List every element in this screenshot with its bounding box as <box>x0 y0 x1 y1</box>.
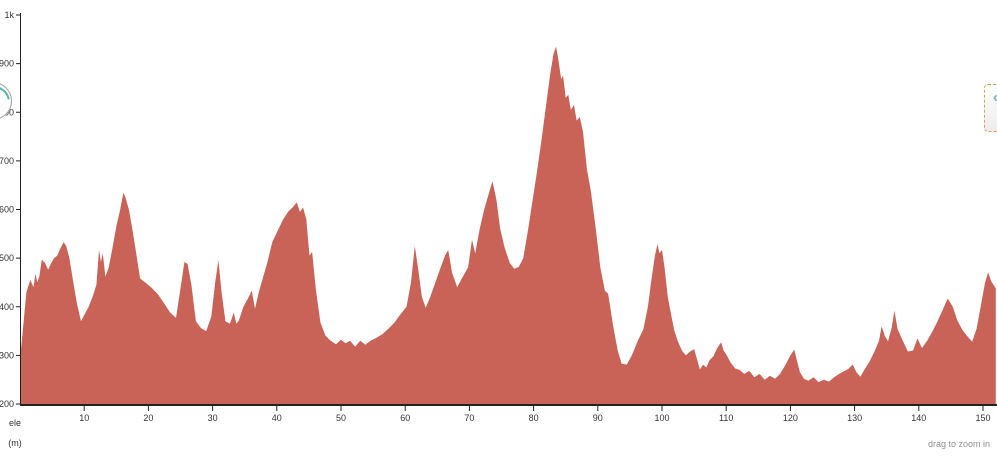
x-tick-label: 100 <box>654 413 669 423</box>
y-axis-unit-line1: ele <box>8 418 21 428</box>
x-tick-label: 30 <box>208 413 218 423</box>
y-tick-label: 500 <box>0 253 14 263</box>
x-tick-label: 110 <box>719 413 733 423</box>
x-tick-label: 20 <box>143 413 153 423</box>
x-tick-label: 120 <box>783 413 798 423</box>
x-tick-label: 50 <box>336 413 346 423</box>
x-tick-label: 130 <box>847 413 862 423</box>
x-tick-label: 140 <box>911 413 926 423</box>
y-tick-label: 200 <box>0 399 14 409</box>
y-tick-label: 1k <box>4 10 14 20</box>
drag-to-zoom-hint: drag to zoom in <box>927 439 990 449</box>
x-tick-label: 90 <box>593 413 603 423</box>
y-tick-label: 700 <box>0 156 14 166</box>
collapse-panel-button[interactable]: « <box>984 84 997 132</box>
y-axis-unit-line2: (m) <box>8 438 22 448</box>
x-tick-label: 150 <box>975 413 990 423</box>
x-tick-label: 80 <box>529 413 539 423</box>
x-tick-label: 70 <box>464 413 474 423</box>
y-axis-unit-label: ele (m) <box>2 413 28 453</box>
y-tick-label: 300 <box>0 350 14 360</box>
y-tick-label: 400 <box>0 302 14 312</box>
double-chevron-left-icon: « <box>993 85 997 111</box>
y-tick-label: 900 <box>0 59 14 69</box>
x-tick-label: 10 <box>79 413 89 423</box>
x-tick-label: 40 <box>272 413 282 423</box>
y-tick-label: 600 <box>0 205 14 215</box>
elevation-area <box>20 46 996 404</box>
x-tick-label: 60 <box>400 413 410 423</box>
